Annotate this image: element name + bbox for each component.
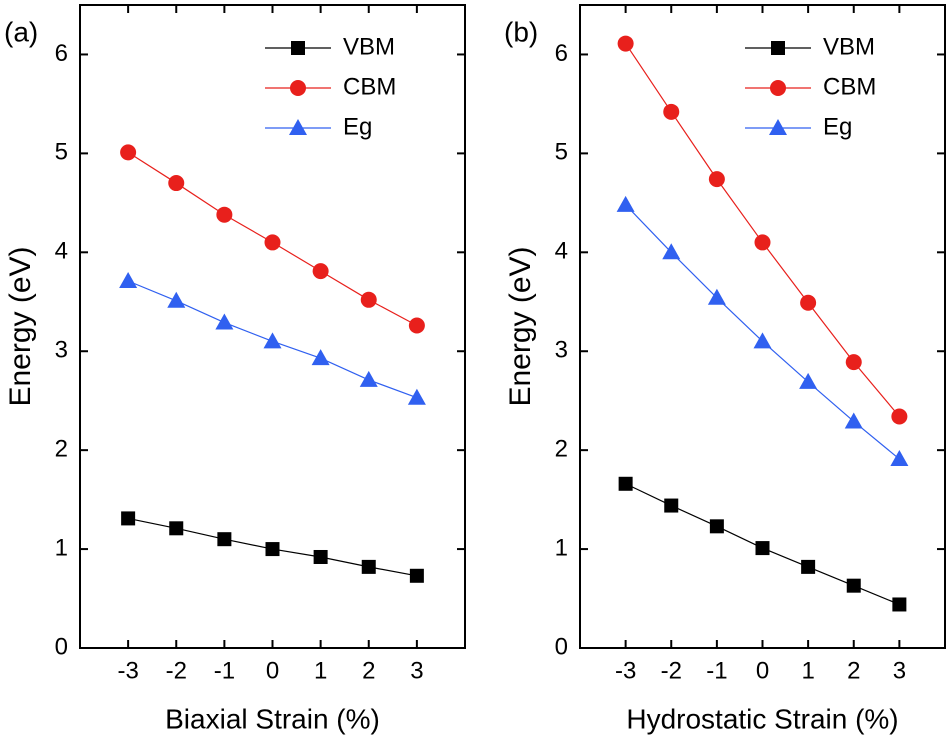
y-tick-label: 1 [555, 534, 568, 561]
y-tick-label: 0 [55, 633, 68, 660]
marker [168, 175, 185, 192]
marker [891, 408, 908, 425]
marker [662, 243, 681, 260]
x-tick-label: 0 [756, 657, 769, 684]
marker [844, 412, 863, 429]
y-tick-label: 0 [555, 633, 568, 660]
marker [801, 559, 816, 574]
x-axis-label: Biaxial Strain (%) [165, 703, 380, 734]
marker [313, 549, 328, 564]
x-tick-label: -1 [706, 657, 727, 684]
panel-label: (b) [504, 16, 538, 47]
y-tick-label: 6 [55, 40, 68, 67]
marker [361, 559, 376, 574]
y-tick-label: 5 [55, 139, 68, 166]
x-tick-label: 1 [801, 657, 814, 684]
x-tick-label: -3 [117, 657, 138, 684]
marker [263, 332, 282, 349]
legend-label: VBM [343, 33, 395, 60]
legend-label: Eg [823, 113, 852, 140]
x-tick-label: -1 [214, 657, 235, 684]
marker [169, 521, 184, 536]
marker [216, 206, 233, 223]
marker [265, 542, 280, 557]
marker [846, 578, 861, 593]
marker [890, 450, 909, 467]
marker [755, 541, 770, 556]
marker [312, 263, 329, 280]
y-tick-label: 1 [55, 534, 68, 561]
x-axis-label: Hydrostatic Strain (%) [626, 703, 898, 734]
marker [120, 144, 137, 161]
marker [215, 313, 234, 330]
legend-marker [289, 119, 307, 135]
marker [663, 103, 680, 120]
y-tick-label: 5 [555, 139, 568, 166]
x-tick-label: -2 [166, 657, 187, 684]
marker [264, 234, 281, 251]
marker [121, 511, 136, 526]
legend-label: VBM [823, 33, 875, 60]
legend-marker [771, 41, 785, 55]
marker [707, 288, 726, 305]
marker [119, 271, 138, 288]
y-tick-label: 4 [55, 238, 68, 265]
y-tick-label: 2 [555, 435, 568, 462]
marker [754, 234, 771, 251]
x-tick-label: 1 [314, 657, 327, 684]
marker [618, 476, 633, 491]
x-tick-label: -2 [661, 657, 682, 684]
x-tick-label: 3 [893, 657, 906, 684]
legend-label: CBM [823, 73, 876, 100]
marker [217, 532, 232, 547]
marker [617, 35, 634, 52]
y-tick-label: 3 [555, 337, 568, 364]
marker [360, 291, 377, 308]
marker [753, 332, 772, 349]
legend-marker [290, 80, 306, 96]
marker [616, 195, 635, 212]
legend-label: CBM [343, 73, 396, 100]
y-tick-label: 2 [55, 435, 68, 462]
x-tick-label: 3 [410, 657, 423, 684]
marker [799, 372, 818, 389]
marker [845, 354, 862, 371]
marker [709, 519, 724, 534]
marker [664, 498, 679, 513]
x-tick-label: 2 [847, 657, 860, 684]
marker [167, 291, 186, 308]
y-tick-label: 3 [55, 337, 68, 364]
x-tick-label: 2 [362, 657, 375, 684]
panel-label: (a) [4, 16, 38, 47]
marker [409, 568, 424, 583]
marker [408, 317, 425, 334]
y-axis-label: Energy (eV) [504, 246, 537, 406]
legend-marker [291, 41, 305, 55]
legend-marker [770, 80, 786, 96]
y-tick-label: 6 [555, 40, 568, 67]
y-tick-label: 4 [555, 238, 568, 265]
legend-marker [769, 119, 787, 135]
legend-label: Eg [343, 113, 372, 140]
marker [311, 349, 330, 366]
marker [359, 370, 378, 387]
x-tick-label: 0 [266, 657, 279, 684]
marker [407, 388, 426, 405]
marker [800, 294, 817, 311]
x-tick-label: -3 [615, 657, 636, 684]
marker [892, 597, 907, 612]
marker [708, 171, 725, 188]
y-axis-label: Energy (eV) [4, 246, 37, 406]
